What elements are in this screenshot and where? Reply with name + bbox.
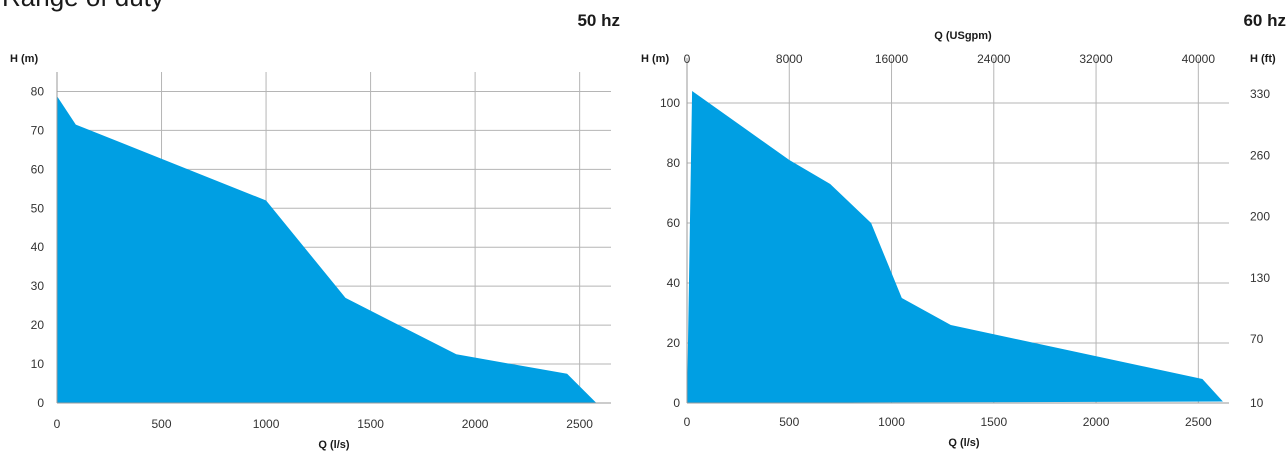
chart-50hz-y-tick-label: 50 (31, 201, 45, 215)
chart-60hz-ylabel: H (m) (641, 53, 669, 65)
chart-50hz-range-area (57, 96, 597, 403)
chart-60hz-x-tick-label: 500 (779, 415, 799, 429)
chart-50hz-y-tick-label: 40 (31, 240, 45, 254)
chart-60hz-axes (686, 58, 1229, 404)
chart-60hz-x-tick-label: 1500 (980, 415, 1007, 429)
chart-60hz-y-tick-label: 60 (667, 216, 681, 230)
chart-60hz-y2-tick-label: 130 (1250, 271, 1270, 285)
chart-60hz-x-tick-label: 1000 (878, 415, 905, 429)
chart-60hz-title: 60 hz (1243, 11, 1286, 30)
chart-60hz-y2-tick-label: 260 (1250, 149, 1270, 163)
chart-50hz-y-tick-label: 80 (31, 84, 45, 98)
chart-50hz-axes (56, 72, 611, 404)
chart-50hz-y-tick-label: 70 (31, 123, 45, 137)
chart-60hz-y-tick-label: 40 (667, 276, 681, 290)
chart-60hz-y2-tick-label: 10 (1250, 396, 1264, 410)
chart-60hz-y2-tick-label: 70 (1250, 332, 1264, 346)
chart-60hz-x2-tick-label: 16000 (875, 52, 909, 66)
chart-60hz-range-area (687, 91, 1223, 403)
chart-50hz-x-tick-label: 1000 (253, 417, 280, 431)
chart-50hz-y-tick-label: 10 (31, 357, 45, 371)
chart-60hz-y2-tick-label: 200 (1250, 209, 1270, 223)
chart-50hz: 50 hz H (m) Q (l/s) 0 10 20 30 40 50 60 70 80 0 50… (10, 11, 620, 451)
chart-50hz-x-tick-label: 500 (152, 417, 172, 431)
page-heading: Range of duty (2, 0, 164, 12)
chart-60hz-y2label: H (ft) (1250, 53, 1276, 65)
chart-50hz-x-tick-label: 2500 (566, 417, 593, 431)
chart-50hz-y-tick-label: 60 (31, 162, 45, 176)
chart-50hz-ylabel: H (m) (10, 53, 38, 65)
chart-60hz-x-tick-label: 2000 (1083, 415, 1110, 429)
chart-60hz: 60 hz Q (USgpm) H (m) H (ft) Q (l/s) 0 20… (641, 11, 1286, 449)
chart-50hz-x-tick-label: 2000 (462, 417, 489, 431)
chart-60hz-x2-tick-label: 32000 (1079, 52, 1113, 66)
chart-50hz-xlabel: Q (l/s) (318, 439, 350, 451)
chart-60hz-x2label: Q (USgpm) (934, 30, 992, 42)
chart-60hz-x2-tick-label: 8000 (776, 52, 803, 66)
chart-50hz-x-tick-label: 0 (54, 417, 61, 431)
chart-60hz-y-tick-label: 80 (667, 156, 681, 170)
chart-60hz-x-tick-label: 2500 (1185, 415, 1212, 429)
chart-50hz-y-tick-label: 0 (37, 396, 44, 410)
chart-50hz-title: 50 hz (577, 11, 620, 30)
chart-60hz-y2-tick-label: 330 (1250, 87, 1270, 101)
chart-60hz-y-tick-label: 100 (660, 96, 680, 110)
chart-60hz-y-tick-label: 0 (673, 396, 680, 410)
chart-50hz-y-tick-label: 20 (31, 318, 45, 332)
chart-60hz-y-tick-label: 20 (667, 336, 681, 350)
chart-60hz-xlabel: Q (l/s) (948, 437, 980, 449)
chart-60hz-x2-tick-label: 0 (684, 52, 691, 66)
chart-60hz-x-tick-label: 0 (684, 415, 691, 429)
chart-50hz-y-tick-label: 30 (31, 279, 45, 293)
chart-60hz-x2-tick-label: 24000 (977, 52, 1011, 66)
chart-60hz-x2-tick-label: 40000 (1182, 52, 1216, 66)
chart-50hz-x-tick-label: 1500 (357, 417, 384, 431)
